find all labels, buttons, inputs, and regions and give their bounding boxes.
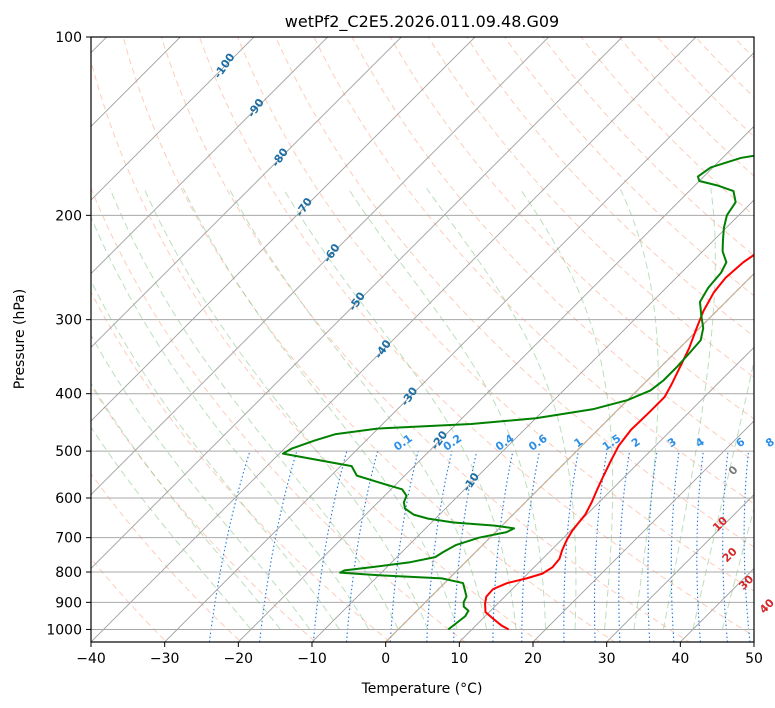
moist-adiabat <box>519 187 614 630</box>
x-tick-label: 40 <box>671 651 689 667</box>
pressure-gridlines <box>91 37 754 630</box>
isotherm-line <box>91 37 476 422</box>
mixing-ratio-line <box>743 451 751 642</box>
dry-adiabat <box>91 186 466 642</box>
moist-adiabat <box>282 187 517 630</box>
dry-adiabat <box>542 37 754 257</box>
isotherm-line <box>91 37 550 496</box>
x-tick-label: −40 <box>76 651 106 667</box>
moist-adiabat <box>91 215 370 630</box>
y-tick-label: 400 <box>55 387 82 403</box>
isotherm-line <box>91 37 402 348</box>
mixing-ratio-line <box>563 451 579 642</box>
x-tick-label: 30 <box>598 651 616 667</box>
dry-adiabat <box>122 37 616 642</box>
mixing-ratio-line <box>647 451 658 642</box>
y-tick-label: 1000 <box>46 622 82 638</box>
zero-isotherm <box>385 272 754 642</box>
plot-frame <box>90 36 755 643</box>
x-tick-label: 50 <box>745 651 763 667</box>
moist-adiabat <box>182 188 458 630</box>
x-tick-label: 0 <box>381 651 390 667</box>
isotherm-line <box>91 37 623 569</box>
dry-adiabat <box>198 37 754 637</box>
dry-adiabat <box>504 37 754 297</box>
moist-adiabat <box>109 188 399 630</box>
dry-adiabat <box>237 37 754 592</box>
x-tick-label: 20 <box>524 651 542 667</box>
isotherm-line <box>459 346 754 642</box>
dry-adiabat <box>91 59 541 642</box>
y-tick-label: 200 <box>55 208 82 224</box>
mixing-ratio-line <box>696 451 704 642</box>
y-tick-label: 300 <box>55 313 82 329</box>
x-axis-label: Temperature (°C) <box>361 681 483 697</box>
moist-adiabat <box>228 188 488 630</box>
dewpoint-profile <box>282 154 754 631</box>
moist-adiabat <box>721 506 754 630</box>
dry-adiabat <box>351 37 754 462</box>
isotherm-line <box>91 37 329 275</box>
mixing-ratio-line <box>670 451 680 642</box>
dry-adiabat <box>389 37 754 420</box>
isotherm-line <box>91 37 255 201</box>
mixing-ratio-label: 8 <box>763 435 775 450</box>
y-tick-label: 600 <box>55 491 82 507</box>
y-tick-label: 900 <box>55 595 82 611</box>
y-tick-label: 100 <box>55 30 82 46</box>
moist-adiabat <box>91 382 281 630</box>
y-axis-ticks: 100 200 300 400 500 600 700 800 900 1000 <box>46 30 91 638</box>
mixing-ratio-line <box>593 451 608 642</box>
dry-adiabat <box>91 384 317 642</box>
moist-adiabat <box>91 279 340 630</box>
x-tick-label: 10 <box>450 651 468 667</box>
dry-adiabat <box>580 37 754 217</box>
isotherm-line <box>606 494 754 642</box>
isotherm-line <box>164 52 754 642</box>
moist-adiabat <box>143 188 429 630</box>
x-tick-label: −30 <box>150 651 180 667</box>
background-lines <box>91 37 754 642</box>
dry-adiabat <box>160 37 691 642</box>
dry-adiabat <box>427 37 754 378</box>
x-axis-ticks: −40 −30 −20 −10 0 10 20 30 40 50 <box>76 642 763 667</box>
moist-adiabat <box>91 334 311 630</box>
profile-lines <box>282 154 754 631</box>
y-tick-label: 500 <box>55 444 82 460</box>
moist-adiabat <box>692 358 754 630</box>
isotherm-line <box>311 199 754 642</box>
isotherm-line <box>91 37 697 642</box>
y-axis-label: Pressure (hPa) <box>12 289 28 389</box>
moist-adiabat <box>91 426 252 630</box>
isotherm-line <box>532 420 754 642</box>
moist-adiabat <box>347 187 547 630</box>
mixing-ratio-line <box>722 451 729 642</box>
mixing-ratio-line <box>208 450 251 642</box>
y-tick-label: 700 <box>55 531 82 547</box>
mixing-ratio-line <box>618 451 631 642</box>
y-tick-label: 800 <box>55 565 82 581</box>
dry-adiabat <box>313 37 754 505</box>
x-tick-label: −20 <box>224 651 254 667</box>
dry-adiabat <box>618 37 754 177</box>
moist-adiabat <box>662 188 716 630</box>
x-tick-label: −10 <box>297 651 327 667</box>
temperature-profile <box>484 253 754 631</box>
chart-title: wetPf2_C2E5.2026.011.09.48.G09 <box>285 12 559 32</box>
